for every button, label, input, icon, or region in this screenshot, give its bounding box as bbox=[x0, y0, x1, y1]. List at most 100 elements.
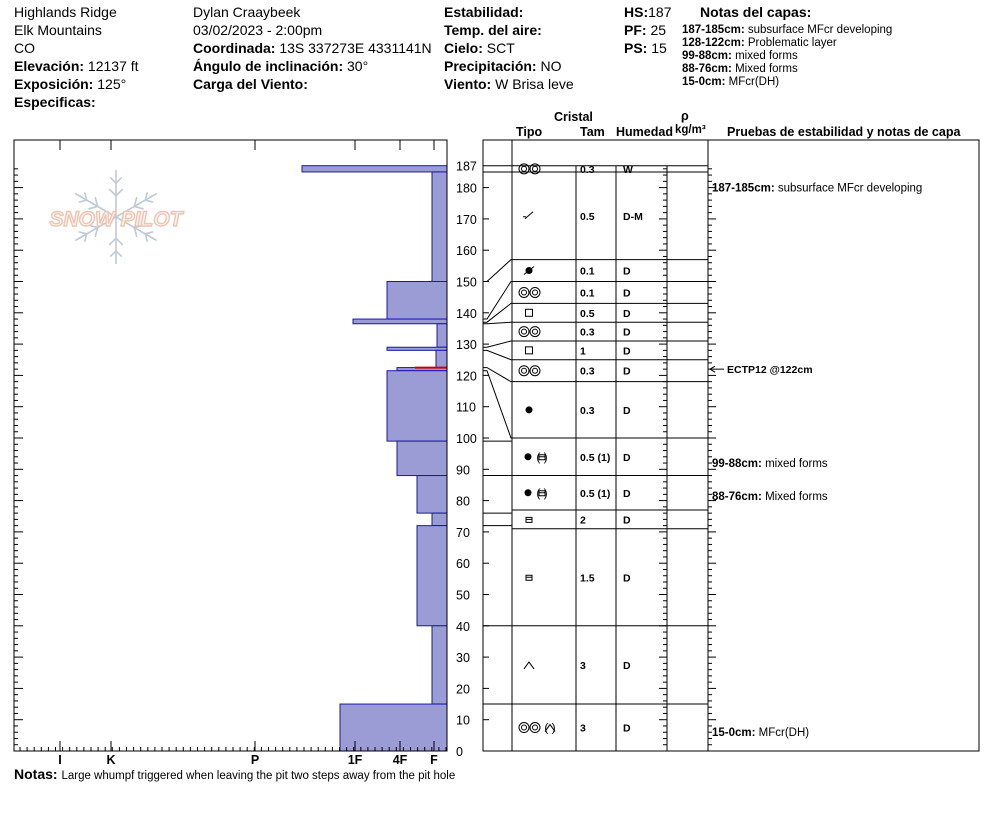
air-temp-row: Temp. del aire: bbox=[444, 21, 542, 39]
hs-value: 187 bbox=[648, 4, 672, 20]
rounded-grain-icon bbox=[529, 722, 541, 734]
hardness-bar bbox=[352, 318, 448, 325]
notes-text: Large whumpf triggered when leaving the … bbox=[61, 770, 456, 782]
graupel-icon bbox=[523, 266, 535, 275]
sky-row: Cielo: SCT bbox=[444, 39, 515, 57]
paren-text: ( ) bbox=[544, 721, 555, 735]
faceted-icon bbox=[525, 346, 533, 355]
elevation-row: Elevación: 12137 ft bbox=[14, 57, 139, 75]
slope-angle-row: Ángulo de inclinación: 30° bbox=[193, 57, 368, 75]
moisture: D bbox=[623, 327, 631, 339]
rounded-grain-icon bbox=[518, 365, 530, 377]
layer-table-frame bbox=[482, 139, 980, 752]
air-temp-label: Temp. del aire: bbox=[444, 22, 542, 38]
grain-size: 0.5 bbox=[580, 308, 595, 320]
rounded-grain-icon bbox=[532, 328, 538, 335]
grain-symbol-icon bbox=[525, 574, 533, 581]
hardness-axis-label: K bbox=[106, 753, 115, 767]
grain-symbol-icon: ( ) bbox=[524, 450, 548, 464]
snowflake-branch bbox=[109, 176, 117, 184]
snowflake-branch bbox=[115, 237, 124, 246]
grain-size: 1.5 bbox=[580, 572, 595, 584]
snowflake-branch bbox=[133, 196, 138, 207]
grain-symbol-icon: ( ) bbox=[518, 721, 556, 735]
hardness-axis-label: F bbox=[430, 753, 438, 767]
mountain-range: Elk Mountains bbox=[14, 22, 102, 38]
layer-connector bbox=[483, 367, 512, 383]
snowpilot-logo: SNOW PILOT bbox=[49, 170, 185, 264]
chart-frame bbox=[13, 139, 980, 752]
grain-size: 0.5 bbox=[580, 211, 595, 223]
grain-symbol-icon bbox=[523, 661, 535, 670]
rounded-grain-icon bbox=[532, 165, 538, 172]
hs-label: HS: bbox=[624, 4, 649, 20]
grain-size: 3 bbox=[580, 660, 586, 672]
stability-label: Estabilidad: bbox=[444, 4, 524, 20]
layer-note-range: 88-76cm: bbox=[712, 491, 765, 503]
snowflake-arm bbox=[74, 216, 117, 242]
snowflake-arm bbox=[115, 192, 158, 218]
hardness-bar bbox=[416, 475, 448, 514]
snowflake-branch bbox=[83, 233, 88, 242]
snowpilot-logo-text: SNOW PILOT bbox=[50, 208, 185, 231]
surface-hoar-icon bbox=[544, 723, 556, 732]
wind-row: Viento: W Brisa leve bbox=[444, 75, 574, 93]
exposure-value: 125° bbox=[97, 76, 127, 92]
grain-size: 0.5 (1) bbox=[580, 452, 610, 464]
layer-note: 128-122cm: Problematic layer bbox=[682, 37, 837, 49]
depth-label: 170 bbox=[456, 213, 477, 227]
hardness-bar bbox=[436, 323, 448, 348]
hardness-bars bbox=[301, 165, 448, 752]
snowflake-arm bbox=[74, 192, 117, 218]
grain-symbol-icon bbox=[525, 516, 533, 523]
layer-connector bbox=[483, 302, 512, 323]
layer-connector bbox=[483, 349, 512, 361]
depth-hoar-icon bbox=[525, 574, 533, 581]
coordinate-value: 13S 337273E 4331141N bbox=[279, 40, 432, 56]
grain-size: 2 bbox=[580, 514, 586, 526]
hardness-axis-label: P bbox=[251, 753, 259, 767]
rounded-grain-icon bbox=[518, 326, 530, 338]
moisture: D bbox=[623, 366, 631, 378]
notes-label: Notas: bbox=[14, 766, 58, 782]
coordinate-label: Coordinada: bbox=[193, 40, 276, 56]
melt-form-icon bbox=[524, 453, 532, 461]
pf-row: PF: 25 bbox=[624, 21, 666, 39]
rounded-grain-icon bbox=[529, 163, 541, 175]
layer-connector bbox=[483, 321, 512, 325]
depth-hoar-icon bbox=[525, 516, 533, 523]
ps-value: 15 bbox=[651, 40, 667, 56]
layer-notes-title: Notas del capas: bbox=[700, 4, 812, 20]
depth-label: 180 bbox=[456, 182, 477, 196]
stability-test-result: ECTP12 @122cm bbox=[727, 364, 813, 376]
wind-loading-row: Carga del Viento: bbox=[193, 75, 308, 93]
layer-notes-right: 187-185cm: subsurface MFcr developing 99-… bbox=[709, 183, 922, 739]
rounded-grain-icon bbox=[529, 286, 541, 298]
layer-note: 88-76cm: Mixed forms bbox=[682, 63, 798, 75]
specifics-row: Especificas: bbox=[14, 93, 96, 111]
layer-connector bbox=[483, 281, 512, 320]
grain-size: 0.1 bbox=[580, 287, 595, 299]
grain-size: 0.3 bbox=[580, 327, 595, 339]
density-symbol: ρ bbox=[681, 109, 689, 123]
snowflake-branch bbox=[115, 176, 123, 184]
observation-datetime: 03/02/2023 - 2:00pm bbox=[193, 22, 323, 38]
melt-form-icon bbox=[525, 406, 533, 414]
rounded-grain-icon bbox=[521, 165, 527, 172]
moisture: D-M bbox=[623, 211, 643, 223]
depth-label: 187 bbox=[456, 160, 477, 174]
layer-note-desc: MFcr(DH) bbox=[759, 727, 810, 739]
hardness-bar bbox=[301, 165, 448, 173]
faceted-icon bbox=[525, 308, 533, 317]
grain-symbol-icon bbox=[525, 308, 533, 317]
rounded-grain-icon bbox=[521, 367, 527, 374]
layer-note-text: 88-76cm: Mixed forms bbox=[712, 491, 828, 503]
snowflake-branch bbox=[145, 199, 154, 203]
moisture: D bbox=[623, 572, 631, 584]
layer-connector bbox=[483, 259, 512, 282]
stability-tests-header: Pruebas de estabilidad y notas de capa bbox=[727, 125, 961, 139]
ps-row: PS: 15 bbox=[624, 39, 667, 57]
rounded-grain-icon bbox=[532, 289, 538, 296]
density-unit: kg/m³ bbox=[675, 124, 706, 136]
depth-label: 60 bbox=[456, 557, 470, 571]
